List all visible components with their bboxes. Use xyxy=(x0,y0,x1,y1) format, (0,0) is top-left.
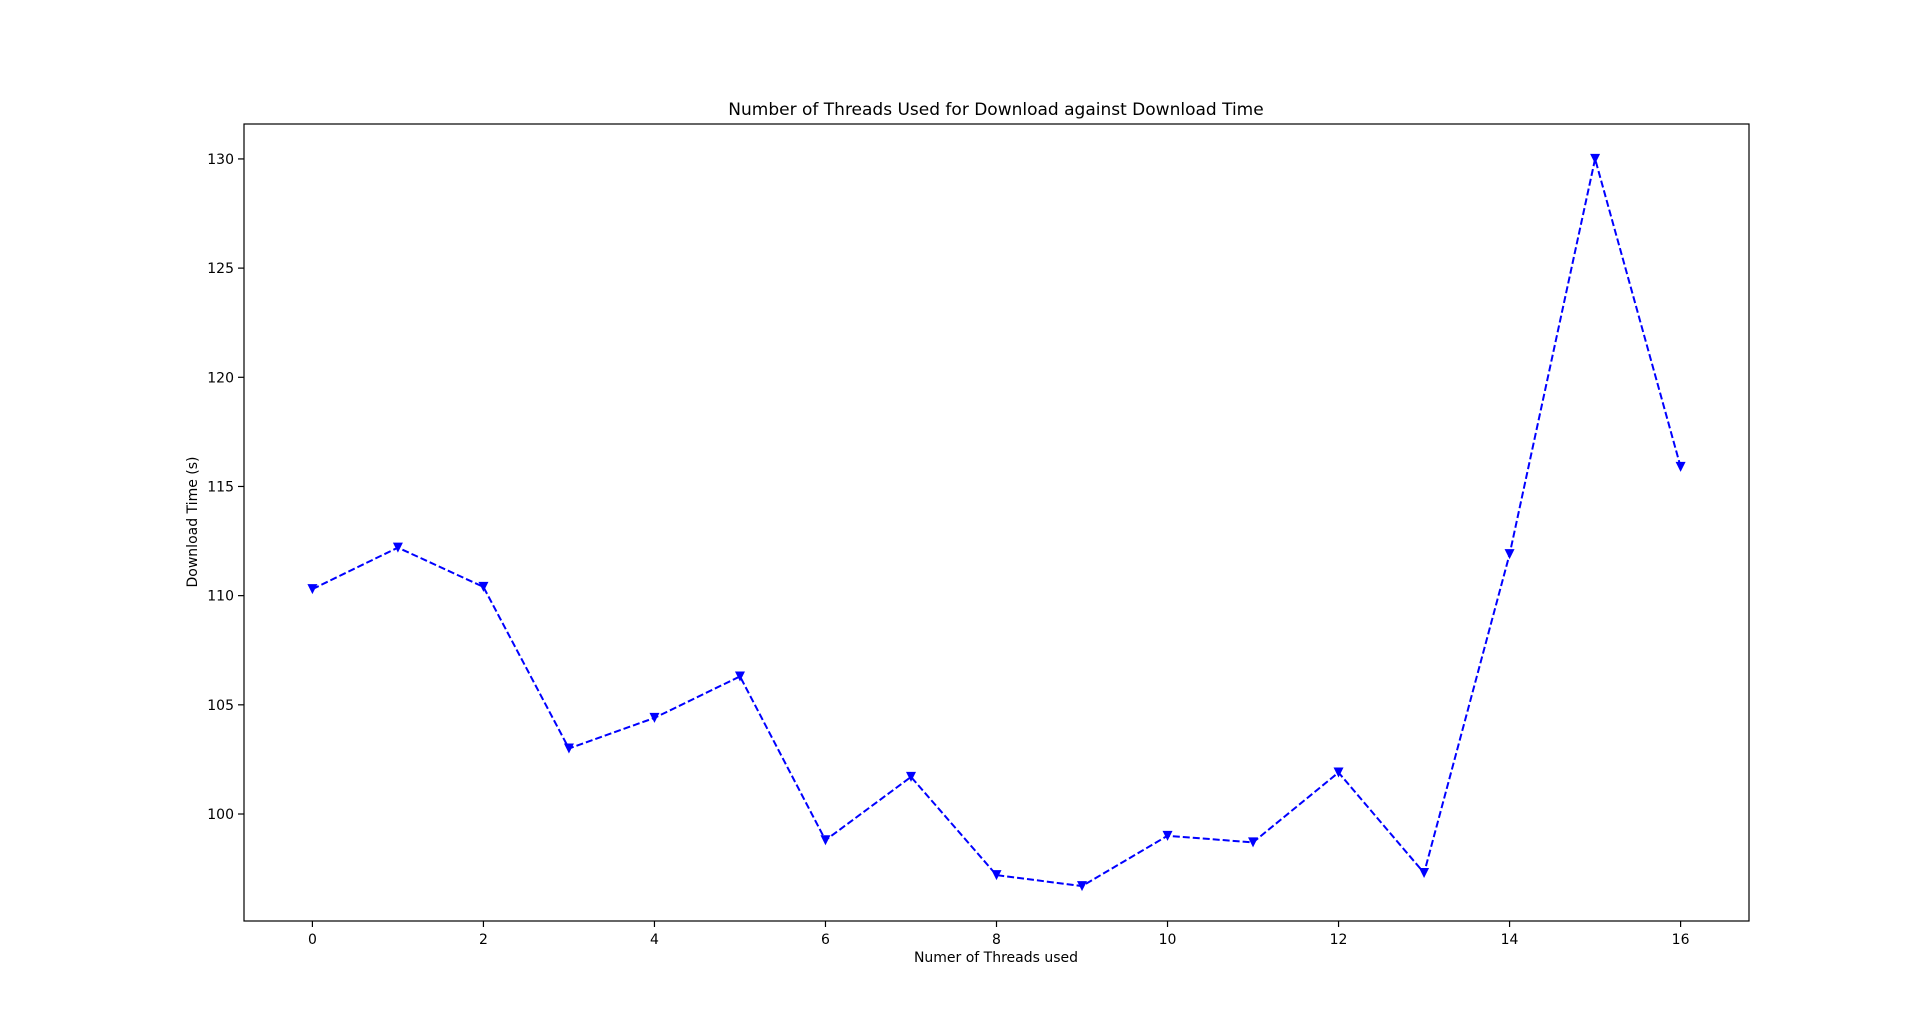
data-point-marker xyxy=(1077,881,1088,892)
y-axis-ticks: 100 105 110 115 120 125 130 xyxy=(207,152,244,823)
data-point-marker xyxy=(820,835,831,846)
x-axis-ticks: 0 2 4 6 8 10 12 14 16 xyxy=(308,921,1690,948)
y-tick-label: 130 xyxy=(207,152,234,168)
data-point-marker xyxy=(1675,461,1686,472)
y-tick-label: 125 xyxy=(207,261,234,277)
data-point-marker xyxy=(563,743,574,754)
data-point-marker xyxy=(1333,767,1344,778)
x-axis-label: Numer of Threads used xyxy=(914,950,1078,966)
x-tick-label: 14 xyxy=(1501,932,1519,948)
x-tick-label: 0 xyxy=(308,932,317,948)
x-tick-label: 8 xyxy=(992,932,1001,948)
data-point-marker xyxy=(1590,153,1601,164)
data-point-marker xyxy=(1162,830,1173,841)
y-tick-label: 115 xyxy=(207,479,234,495)
y-tick-label: 105 xyxy=(207,698,234,714)
y-tick-label: 120 xyxy=(207,370,234,386)
x-tick-label: 6 xyxy=(821,932,830,948)
data-point-marker xyxy=(905,771,916,782)
plot-area: 100 105 110 115 120 125 130 0 2 4 6 8 10 12 14 16 xyxy=(207,123,1750,948)
data-point-marker xyxy=(1419,867,1430,878)
data-point-marker xyxy=(478,581,489,592)
data-point-marker xyxy=(307,584,318,595)
data-point-marker xyxy=(1248,837,1259,848)
data-point-marker xyxy=(991,870,1002,881)
series-line xyxy=(311,158,1682,888)
data-point-marker xyxy=(649,712,660,723)
x-tick-label: 2 xyxy=(479,932,488,948)
axes-frame xyxy=(243,123,1750,922)
x-tick-label: 16 xyxy=(1672,932,1690,948)
y-tick-label: 100 xyxy=(207,807,234,823)
x-tick-label: 12 xyxy=(1330,932,1348,948)
data-point-marker xyxy=(1504,549,1515,560)
x-tick-label: 10 xyxy=(1159,932,1177,948)
chart-title: Number of Threads Used for Download agai… xyxy=(728,100,1263,120)
data-point-marker xyxy=(392,542,403,553)
y-axis-label: Download Time (s) xyxy=(185,457,201,588)
y-tick-label: 110 xyxy=(207,589,234,605)
data-point-marker xyxy=(734,671,745,682)
x-tick-label: 4 xyxy=(650,932,659,948)
series-layer xyxy=(307,153,1686,892)
